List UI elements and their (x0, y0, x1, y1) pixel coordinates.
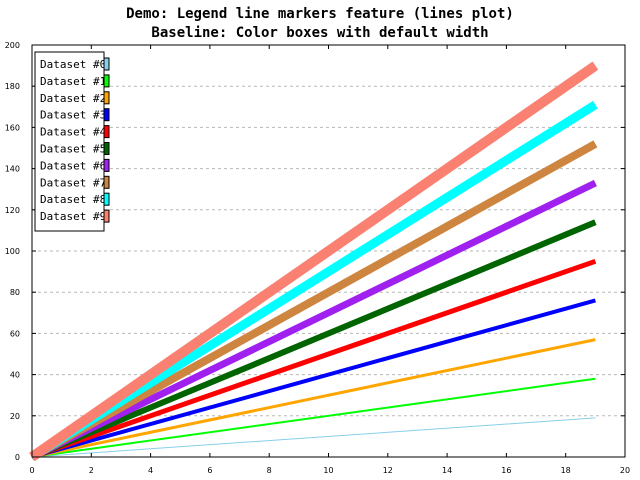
axes: 0 20 40 60 80 100 120 140 160 180 200 0 2 4 6 8 10 12 14 16… (5, 41, 630, 475)
legend-swatch-3 (103, 108, 110, 122)
legend-label-7: Dataset #7 (40, 176, 106, 189)
y-tick-label-8: 160 (5, 123, 20, 132)
x-tick-label-5: 10 (323, 466, 333, 475)
legend: Dataset #0 Dataset #1 Dataset #2 Dataset #3… (34, 51, 110, 232)
legend-label-1: Dataset #1 (40, 75, 106, 88)
series-line-0 (31, 417, 596, 458)
y-tick-label-9: 180 (5, 82, 20, 91)
y-tick-label-7: 140 (5, 165, 20, 174)
x-tick-label-4: 8 (267, 466, 272, 475)
legend-label-4: Dataset #4 (40, 126, 107, 139)
legend-label-6: Dataset #6 (40, 159, 106, 172)
legend-swatch-6 (103, 158, 110, 172)
series-line-3 (31, 298, 596, 459)
x-tick-label-10: 20 (620, 466, 630, 475)
x-tick-label-3: 6 (207, 466, 212, 475)
y-tick-label-2: 40 (10, 371, 20, 380)
y-tick-label-1: 20 (10, 412, 20, 421)
legend-swatch-1 (103, 74, 110, 88)
series-line-1 (31, 377, 596, 458)
series-line-9 (29, 61, 599, 462)
y-tick-label-4: 80 (10, 288, 20, 297)
legend-swatch-0 (103, 57, 110, 71)
chart-subtitle: Baseline: Color boxes with default width (151, 25, 488, 41)
x-tick-label-1: 2 (89, 466, 94, 475)
x-tick-label-8: 16 (501, 466, 511, 475)
y-tick-label-5: 100 (5, 247, 20, 256)
x-tick-label-0: 0 (29, 466, 34, 475)
legend-box (34, 51, 105, 232)
legend-label-2: Dataset #2 (40, 92, 106, 105)
legend-swatch-5 (103, 142, 110, 155)
series-line-5 (30, 219, 597, 460)
legend-label-5: Dataset #5 (40, 143, 106, 156)
series-line-8 (29, 100, 598, 461)
legend-label-8: Dataset #8 (40, 193, 106, 206)
y-tick-label-6: 120 (5, 206, 20, 215)
legend-swatch-2 (103, 91, 110, 105)
legend-label-3: Dataset #3 (40, 109, 106, 122)
series-line-7 (30, 140, 598, 461)
y-tick-label-10: 200 (5, 41, 20, 50)
y-tick-label-0: 0 (15, 453, 20, 462)
series-line-2 (31, 338, 596, 459)
legend-label-0: Dataset #0 (40, 58, 106, 71)
y-tick-label-3: 60 (10, 329, 20, 338)
legend-swatch-7 (103, 175, 110, 189)
x-tick-label-2: 4 (148, 466, 153, 475)
legend-swatch-8 (103, 192, 110, 206)
series-line-6 (30, 179, 597, 461)
legend-label-9: Dataset #9 (40, 210, 106, 223)
x-tick-label-6: 12 (383, 466, 393, 475)
series-line-4 (31, 258, 597, 460)
legend-swatch-9 (103, 209, 110, 223)
legend-swatch-4 (103, 125, 110, 139)
chart-title: Demo: Legend line markers feature (lines… (126, 6, 514, 22)
x-tick-label-7: 14 (442, 466, 452, 475)
x-tick-label-9: 18 (561, 466, 571, 475)
series-lines (29, 61, 599, 462)
